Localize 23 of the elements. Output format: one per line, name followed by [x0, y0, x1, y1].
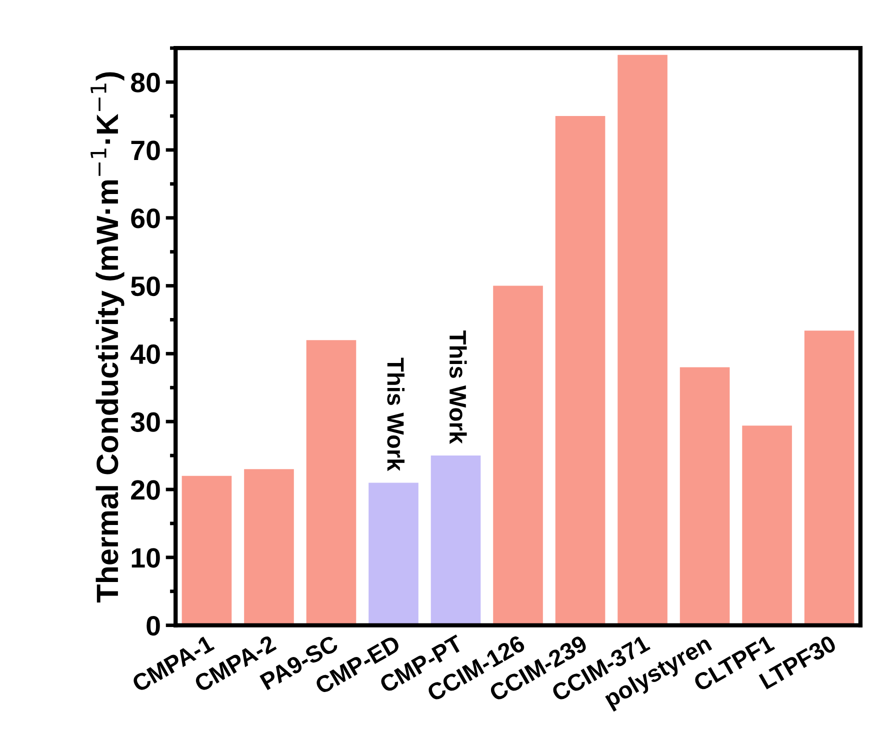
bar	[493, 286, 543, 626]
bar	[430, 456, 481, 626]
y-axis-title: Thermal Conductivity (mW·m$^{−1}$·K$^{−1}$)	[90, 72, 124, 602]
y-tick-label: 80	[131, 72, 160, 92]
annotation: This Work	[449, 330, 467, 444]
bar	[804, 330, 854, 626]
y-tick-label: 40	[130, 344, 160, 364]
bar	[244, 469, 294, 626]
y-tick-label: 20	[131, 480, 160, 500]
y-tick-label: 70	[131, 140, 160, 160]
annotation: This Work	[387, 358, 405, 472]
y-tick-label: 50	[130, 276, 160, 296]
y-tick-label: 10	[132, 548, 160, 568]
bar	[182, 476, 232, 626]
bar	[555, 116, 606, 626]
bar	[368, 482, 418, 626]
y-tick-label: 60	[131, 208, 160, 228]
y-tick-label: 0	[146, 616, 160, 636]
bar	[742, 426, 792, 626]
bar	[306, 340, 356, 626]
y-tick-label: 30	[130, 412, 160, 432]
bar	[680, 367, 730, 626]
bar	[618, 54, 668, 626]
